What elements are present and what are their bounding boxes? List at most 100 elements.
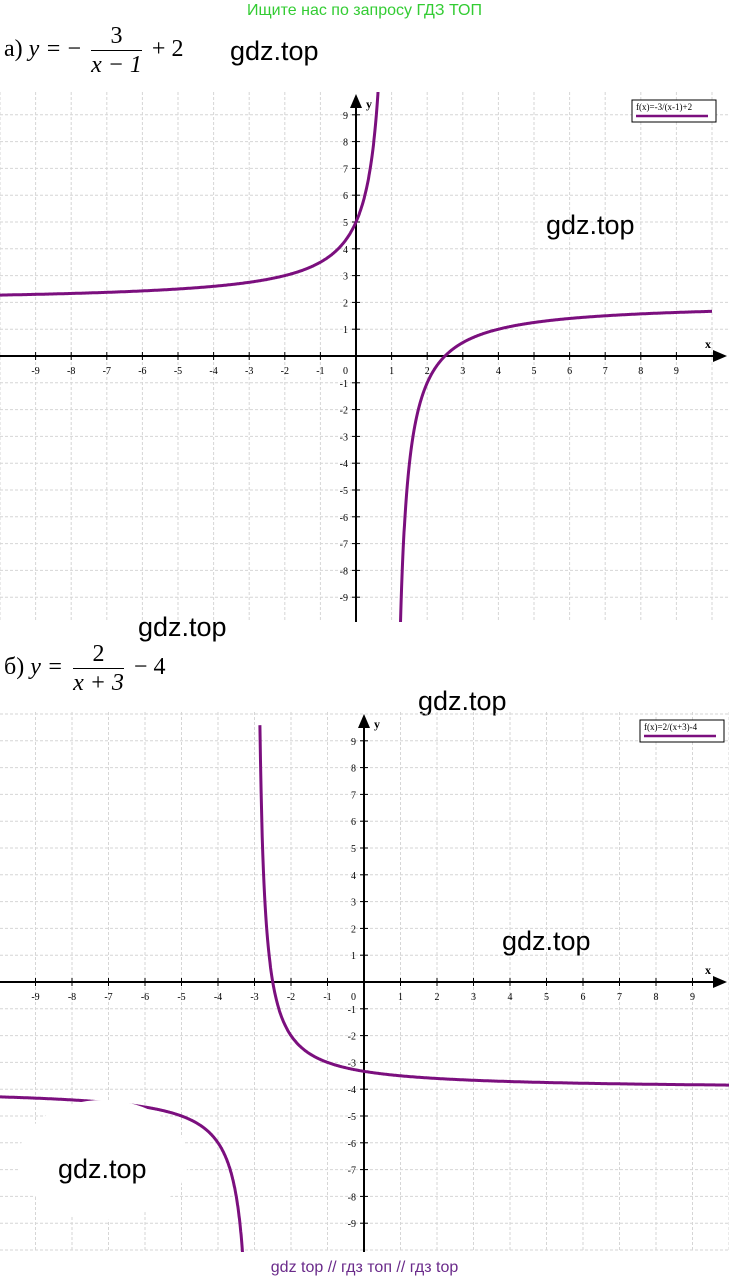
y-tick-label: 4: [351, 871, 356, 882]
x-axis-label: x: [705, 963, 711, 977]
y-tick-label: 2: [351, 924, 356, 935]
x-tick-label: -1: [323, 992, 331, 1003]
watermark: gdz.top: [138, 612, 227, 642]
formula-b-fraction: 2 x + 3: [73, 640, 124, 697]
legend: f(x)=2/(x+3)-4: [639, 719, 725, 743]
curve-left-branch: [0, 92, 380, 297]
watermark: gdz.top: [418, 686, 507, 716]
y-tick-label: -5: [340, 486, 348, 497]
x-tick-label: -6: [141, 992, 149, 1003]
x-tick-label: -2: [287, 992, 295, 1003]
y-tick-label: -7: [348, 1166, 356, 1177]
formula-b-tail: − 4: [133, 654, 166, 681]
formula-b-lhs: y =: [30, 654, 64, 681]
formula-b-numerator: 2: [73, 640, 124, 669]
y-tick-label: -6: [340, 513, 348, 524]
formula-a-denominator: x − 1: [91, 52, 142, 78]
x-tick-label: -3: [250, 992, 258, 1003]
y-tick-label: 6: [343, 191, 348, 202]
x-tick-label: -1: [316, 366, 324, 377]
x-tick-label: 3: [460, 366, 465, 377]
y-tick-label: 3: [343, 272, 348, 283]
y-tick-label: -4: [340, 459, 348, 470]
y-tick-label: -2: [348, 1032, 356, 1043]
x-tick-label: 4: [508, 992, 513, 1003]
x-tick-label: 4: [496, 366, 501, 377]
x-tick-label: 8: [654, 992, 659, 1003]
y-tick-label: -4: [348, 1085, 356, 1096]
x-tick-label: 1: [398, 992, 403, 1003]
x-tick-label: -9: [31, 992, 39, 1003]
watermark: gdz.top: [502, 926, 591, 956]
y-tick-label: 9: [343, 111, 348, 122]
x-tick-label: -6: [138, 366, 146, 377]
x-axis-arrow: [713, 976, 727, 988]
x-tick-label: -8: [68, 992, 76, 1003]
formula-a-lhs: y =: [28, 36, 62, 63]
x-axis-arrow: [713, 350, 727, 362]
y-tick-label: -3: [340, 432, 348, 443]
x-tick-label: -4: [214, 992, 222, 1003]
y-tick-label: 1: [343, 325, 348, 336]
origin-label: 0: [343, 366, 348, 377]
legend: f(x)=-3/(x-1)+2: [631, 99, 717, 123]
y-axis-label: y: [366, 97, 372, 111]
x-tick-label: 5: [544, 992, 549, 1003]
site-banner: Ищите нас по запросу ГДЗ ТОП: [247, 2, 482, 19]
origin-label: 0: [351, 992, 356, 1003]
x-tick-label: -7: [104, 992, 112, 1003]
y-tick-label: -9: [348, 1219, 356, 1230]
watermark-backdrop: [18, 1100, 188, 1220]
formula-a-fraction: 3 x − 1: [91, 22, 142, 79]
y-tick-label: -5: [348, 1112, 356, 1123]
graph-a: x y -9 -8 -7 -6 -5 -4 -3 -2 -1 1 2 3 4 5 6 7 8 9 -9 -8 -7 -6 -5 -…: [0, 92, 729, 622]
formula-a-sign: −: [67, 36, 82, 63]
legend-label: f(x)=2/(x+3)-4: [644, 722, 698, 732]
y-tick-label: -8: [348, 1192, 356, 1203]
y-tick-label: -6: [348, 1139, 356, 1150]
y-tick-label: -2: [340, 406, 348, 417]
y-tick-label: -8: [340, 566, 348, 577]
y-tick-label: -1: [340, 379, 348, 390]
x-tick-label: -7: [103, 366, 111, 377]
x-tick-label: -3: [245, 366, 253, 377]
y-tick-label: 6: [351, 817, 356, 828]
formula-b: б) y = 2 x + 3 − 4: [4, 640, 165, 697]
x-tick-label: -9: [31, 366, 39, 377]
x-tick-label: -4: [209, 366, 217, 377]
formula-a-tail: + 2: [151, 36, 184, 63]
y-tick-label: 8: [343, 138, 348, 149]
x-tick-label: -8: [67, 366, 75, 377]
y-tick-label: 5: [351, 844, 356, 855]
x-tick-label: 9: [690, 992, 695, 1003]
y-axis-arrow: [358, 714, 370, 728]
y-axis-arrow: [350, 94, 362, 108]
y-tick-label: 2: [343, 298, 348, 309]
x-tick-label: 3: [471, 992, 476, 1003]
y-tick-label: 1: [351, 951, 356, 962]
part-b-letter: б): [4, 654, 25, 681]
x-tick-label: -5: [177, 992, 185, 1003]
x-tick-label: 7: [617, 992, 622, 1003]
x-tick-label: 7: [603, 366, 608, 377]
y-tick-label: 7: [351, 790, 356, 801]
x-tick-label: 5: [532, 366, 537, 377]
y-tick-label: 8: [351, 764, 356, 775]
x-tick-label: 2: [425, 366, 430, 377]
x-tick-label: 1: [389, 366, 394, 377]
watermark: gdz.top: [58, 1154, 147, 1184]
curve-right-branch: [258, 725, 729, 1087]
x-tick-label: -5: [174, 366, 182, 377]
y-tick-label: -3: [348, 1058, 356, 1069]
x-axis-label: x: [705, 337, 711, 351]
y-tick-label: -9: [340, 593, 348, 604]
y-tick-label: 7: [343, 164, 348, 175]
y-tick-label: -7: [340, 540, 348, 551]
footer-text: gdz top // гдз топ // гдз top: [270, 1259, 459, 1276]
y-tick-label: 5: [343, 218, 348, 229]
x-tick-label: 8: [638, 366, 643, 377]
part-a-letter: а): [4, 36, 23, 63]
curve-right-branch: [399, 309, 712, 622]
y-axis-label: y: [374, 717, 380, 731]
x-tick-label: 6: [581, 992, 586, 1003]
